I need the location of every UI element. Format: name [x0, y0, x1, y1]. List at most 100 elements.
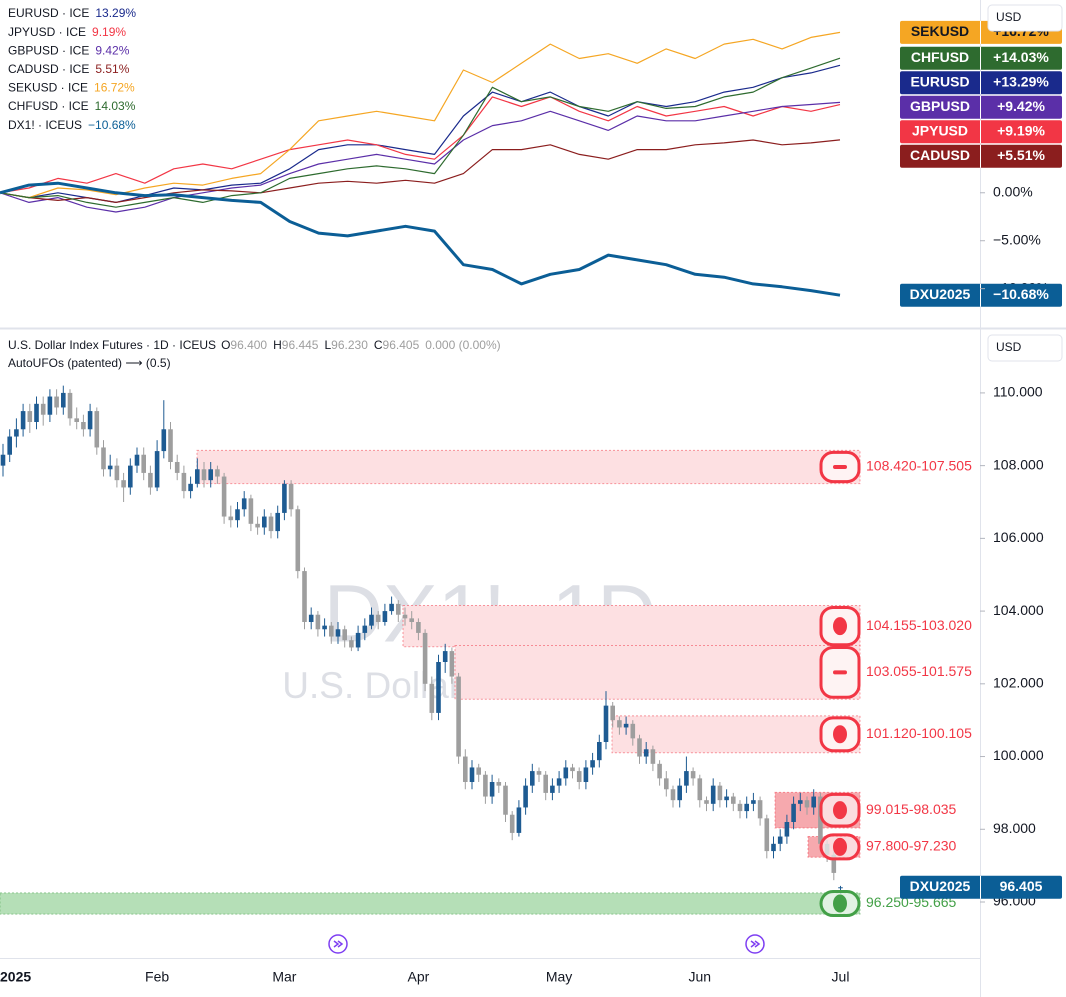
candle-body — [369, 614, 374, 626]
candle-body — [268, 516, 274, 532]
candle-body — [509, 814, 515, 833]
candle-body — [483, 774, 488, 797]
candle-body — [463, 756, 468, 782]
candle-body — [308, 614, 314, 622]
candle-body — [831, 854, 837, 873]
candle-body — [302, 571, 307, 622]
candle-body — [107, 465, 113, 470]
candle-body — [543, 774, 548, 793]
candle-body — [114, 465, 120, 481]
candle-body — [195, 469, 200, 484]
candle-body — [677, 785, 682, 801]
y-tick-label: −5.00% — [993, 231, 1041, 247]
candle-body — [442, 651, 448, 662]
candle-body — [731, 796, 736, 804]
zone-label: 108.420-107.505 — [866, 458, 972, 474]
candle-body — [751, 800, 756, 804]
price-tag-name: CHFUSD — [911, 49, 969, 65]
candle-body — [409, 618, 414, 622]
series-title: U.S. Dollar Index Futures · 1D · ICEUS — [8, 338, 216, 352]
candle-body — [590, 760, 595, 768]
candle-body — [201, 469, 207, 481]
y-tick-label: 110.000 — [993, 384, 1043, 400]
candle-body — [724, 796, 729, 801]
y-tick-label: 0.00% — [993, 183, 1033, 199]
candle-body — [94, 411, 100, 448]
candle-body — [798, 800, 803, 804]
last-price-value: 96.405 — [1000, 878, 1043, 894]
price-pane: DX1!, 1DU.S. Dollar Index Futures96.0009… — [0, 338, 1044, 918]
zone — [196, 449, 861, 485]
ohlc-value: 96.400 — [230, 338, 267, 352]
candle-body — [375, 614, 381, 622]
candle-body — [174, 462, 180, 473]
price-tag-value: +14.03% — [993, 49, 1049, 65]
candle-body — [396, 603, 401, 615]
candle-body — [315, 614, 321, 630]
ohlc-name: H — [273, 338, 282, 352]
candle-body — [0, 454, 6, 466]
candle-body — [402, 614, 408, 619]
legend-value: 5.51% — [95, 62, 129, 76]
zone-label: 101.120-100.105 — [866, 725, 972, 741]
ohlc-value: 96.445 — [282, 338, 319, 352]
candle-body — [583, 767, 589, 782]
candle-body — [362, 625, 368, 633]
candle-body — [215, 469, 220, 477]
ohlc-value: 96.405 — [383, 338, 420, 352]
candle-body — [329, 625, 334, 637]
candle-body — [255, 523, 260, 528]
candle-body — [74, 418, 79, 422]
candle-body — [603, 705, 609, 742]
candle-body — [228, 516, 234, 521]
price-tag-name: JPYUSD — [912, 122, 968, 138]
candle-body — [54, 396, 59, 408]
candle-body — [764, 818, 770, 852]
candle-body — [469, 767, 475, 782]
zone-icon-dash — [833, 465, 847, 469]
zone-label: 103.055-101.575 — [866, 663, 972, 679]
price-tag-value: −10.68% — [993, 286, 1049, 302]
currency-button[interactable] — [987, 4, 1063, 32]
compare-line — [0, 31, 841, 199]
candle-body — [168, 429, 173, 462]
zone-label: 99.015-98.035 — [866, 801, 957, 817]
legend-name: GBPUSD · ICE — [8, 43, 89, 57]
price-tag-value: +5.51% — [997, 147, 1045, 163]
legend-name: JPYUSD · ICE — [8, 25, 86, 39]
candle-body — [530, 771, 535, 786]
legend-value: 13.29% — [95, 6, 136, 20]
candle-body — [161, 429, 167, 452]
compare-line — [0, 64, 841, 203]
candle-body — [422, 632, 428, 684]
candle-body — [382, 611, 388, 622]
candle-body — [670, 789, 676, 801]
candle-body — [349, 640, 354, 648]
zone-label: 104.155-103.020 — [866, 617, 972, 633]
candle-body — [664, 778, 669, 790]
ohlc-name: O — [221, 338, 230, 352]
candle-body — [563, 767, 569, 779]
candle-body — [436, 662, 441, 713]
candle-body — [637, 738, 642, 757]
candle-body — [342, 629, 347, 641]
currency-button[interactable] — [987, 334, 1063, 362]
candle-body — [14, 429, 19, 437]
candle-body — [617, 720, 622, 728]
x-tick-label: Feb — [145, 969, 169, 985]
candle-body — [643, 749, 649, 757]
candle-body — [757, 800, 763, 819]
candle-body — [67, 392, 73, 419]
candle-body — [416, 622, 421, 633]
candle-body — [657, 763, 662, 779]
candle-body — [61, 392, 66, 408]
candle-body — [27, 411, 33, 422]
candle-body — [275, 512, 280, 532]
candle-body — [697, 778, 703, 801]
candle-body — [744, 803, 749, 812]
y-tick-label: 100.000 — [993, 747, 1044, 763]
candle-body — [536, 771, 542, 775]
legend-value: −10.68% — [88, 118, 136, 132]
